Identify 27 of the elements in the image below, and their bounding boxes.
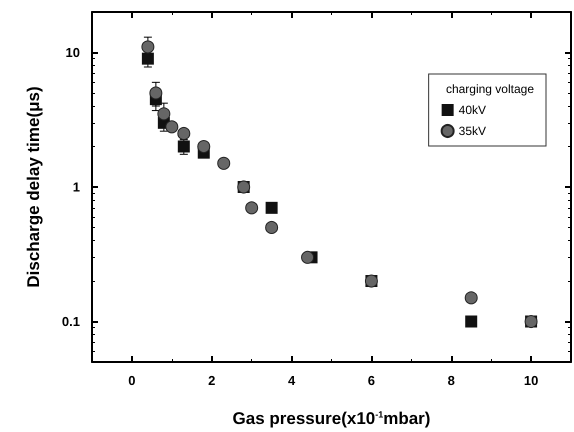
point bbox=[266, 202, 278, 214]
point bbox=[141, 40, 154, 54]
y-axis-title: Discharge delay time(μs) bbox=[24, 86, 43, 288]
point bbox=[465, 316, 478, 328]
point bbox=[217, 156, 230, 170]
x-tick-label: 2 bbox=[208, 373, 216, 388]
x-tick-label: 10 bbox=[524, 373, 538, 388]
x-tick-label: 6 bbox=[368, 373, 376, 388]
y-tick-label: 0.1 bbox=[62, 314, 80, 330]
point bbox=[157, 107, 170, 120]
point bbox=[177, 126, 190, 140]
point bbox=[265, 220, 278, 234]
point bbox=[301, 250, 314, 264]
point bbox=[245, 201, 258, 214]
legend-label: 40kV bbox=[458, 103, 486, 117]
y-tick-label: 10 bbox=[66, 44, 80, 60]
point bbox=[165, 120, 178, 134]
y-tick-label: 1 bbox=[72, 180, 80, 194]
legend-label: 35kV bbox=[458, 124, 486, 138]
point bbox=[149, 86, 162, 100]
point bbox=[142, 52, 154, 65]
point bbox=[197, 140, 210, 154]
x-tick-label: 0 bbox=[128, 373, 136, 388]
legend-title: charging voltage bbox=[446, 82, 534, 96]
point bbox=[464, 291, 478, 304]
x-tick-label: 8 bbox=[448, 373, 455, 388]
x-tick-label: 4 bbox=[288, 373, 296, 388]
